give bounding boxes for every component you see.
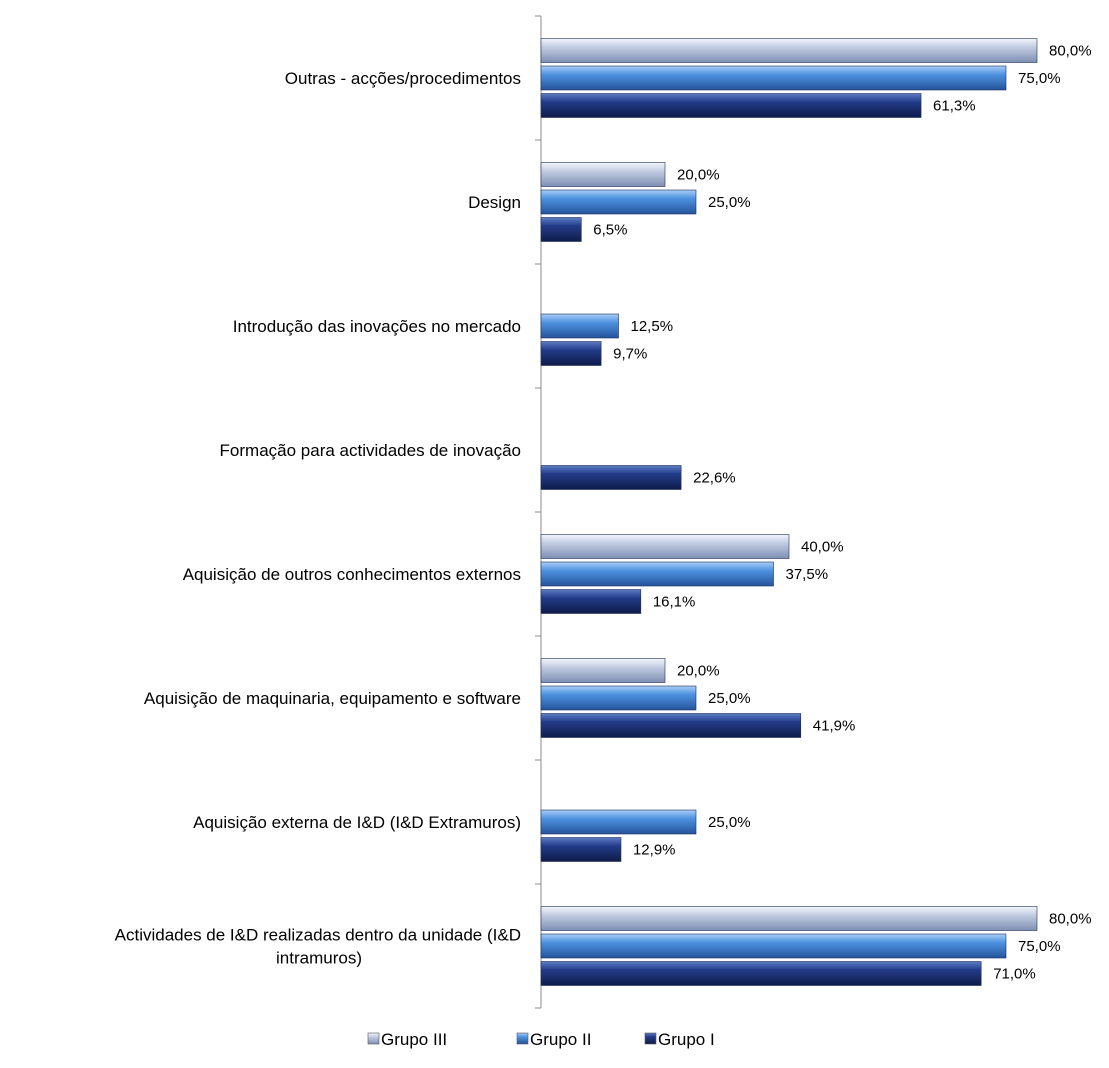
legend-label: Grupo III	[381, 1030, 447, 1049]
bar-grupo-i-4	[540, 589, 642, 614]
category-labels: Outras - acções/procedimentos Design Intro…	[115, 69, 521, 968]
category-label: Aquisição de outros conhecimentos extern…	[183, 565, 521, 584]
data-label: 16,1%	[653, 594, 696, 611]
bars	[540, 38, 1038, 986]
bar-grupo-i-2	[540, 341, 602, 366]
bar-grupo-iii-1	[540, 162, 666, 187]
bar-grupo-ii-7	[540, 933, 1007, 959]
bar-grupo-iii-4	[540, 534, 790, 559]
legend-label: Grupo I	[658, 1030, 715, 1049]
category-label: Introdução das inovações no mercado	[233, 317, 521, 336]
data-label: 75,0%	[1018, 938, 1061, 955]
bar-grupo-i-1	[540, 217, 582, 242]
data-label: 41,9%	[813, 718, 856, 735]
data-label: 25,0%	[708, 690, 751, 707]
category-label: Design	[468, 193, 521, 212]
data-label: 80,0%	[1049, 43, 1092, 60]
bar-grupo-i-6	[540, 837, 622, 862]
category-label: Outras - acções/procedimentos	[285, 69, 521, 88]
data-label: 20,0%	[677, 167, 720, 184]
data-label: 9,7%	[613, 346, 647, 363]
bar-grupo-i-7	[540, 961, 982, 986]
data-label: 40,0%	[801, 539, 844, 556]
bar-grupo-ii-0	[540, 65, 1007, 91]
legend-swatch-grupo-ii	[516, 1032, 529, 1045]
data-label: 71,0%	[993, 966, 1036, 983]
category-axis	[535, 15, 542, 1009]
legend-label: Grupo II	[530, 1030, 591, 1049]
category-label: Actividades de I&D realizadas dentro da …	[115, 926, 521, 968]
bar-grupo-i-5	[540, 713, 802, 738]
data-label: 61,3%	[933, 98, 976, 115]
data-label: 22,6%	[693, 470, 736, 487]
category-label: Aquisição externa de I&D (I&D Extramuros…	[193, 813, 521, 832]
bar-grupo-ii-6	[540, 809, 697, 835]
legend-swatch-grupo-i	[644, 1032, 657, 1045]
bar-grupo-iii-5	[540, 658, 666, 683]
category-label: Formação para actividades de inovação	[220, 441, 521, 460]
bar-grupo-i-3	[540, 465, 682, 490]
bar-grupo-ii-4	[540, 561, 774, 587]
data-label: 37,5%	[786, 566, 829, 583]
data-label: 6,5%	[593, 222, 627, 239]
data-label: 80,0%	[1049, 911, 1092, 928]
data-label: 25,0%	[708, 194, 751, 211]
bar-grupo-iii-7	[540, 906, 1038, 931]
data-label: 75,0%	[1018, 70, 1061, 87]
legend-swatch-grupo-iii	[367, 1032, 380, 1045]
data-label: 12,5%	[631, 318, 674, 335]
data-label: 20,0%	[677, 663, 720, 680]
bar-grupo-i-0	[540, 93, 922, 118]
data-label: 12,9%	[633, 842, 676, 859]
bar-grupo-ii-2	[540, 313, 619, 339]
bar-grupo-ii-1	[540, 189, 697, 215]
data-label: 25,0%	[708, 814, 751, 831]
bar-grupo-iii-0	[540, 38, 1038, 63]
legend: Grupo III Grupo II Grupo I	[367, 1030, 715, 1049]
category-label: Aquisição de maquinaria, equipamento e s…	[144, 689, 521, 708]
value-labels: 80,0% 75,0% 61,3% 20,0% 25,0% 6,5% 12,5% 9,7% 22…	[593, 43, 1091, 983]
bar-grupo-ii-5	[540, 685, 697, 711]
